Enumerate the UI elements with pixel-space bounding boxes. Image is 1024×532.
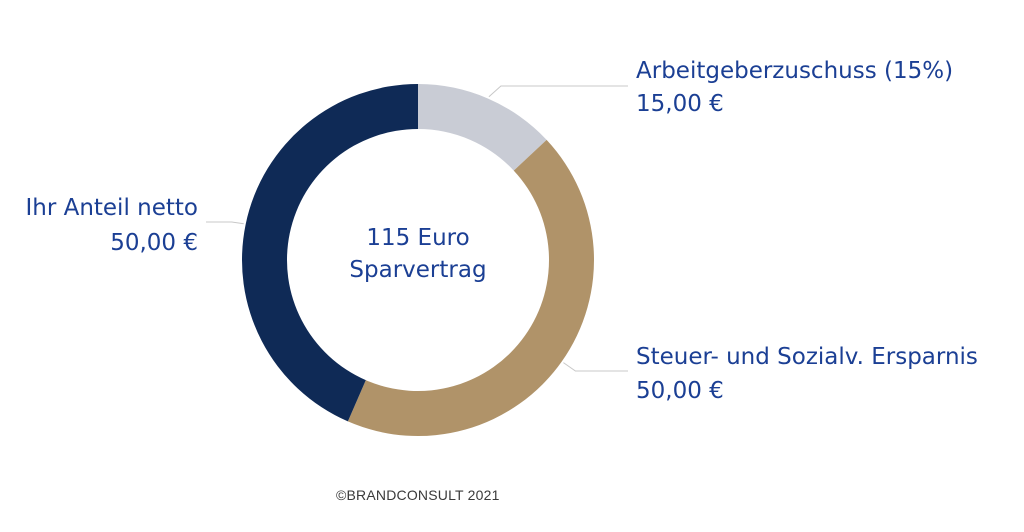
value-steuer-ersparnis: 50,00 € — [636, 378, 724, 404]
leader-line-2 — [206, 221, 244, 225]
leader-lines — [206, 85, 628, 372]
donut-slice-0 — [418, 84, 547, 171]
copyright-notice: ©BRANDCONSULT 2021 — [336, 487, 500, 503]
donut-slice-2 — [242, 84, 418, 422]
label-arbeitgeberzuschuss: Arbeitgeberzuschuss (15%) — [636, 58, 953, 84]
center-subtitle: Sparvertrag — [349, 257, 486, 283]
value-ihr-anteil: 50,00 € — [110, 230, 198, 256]
leader-line-0 — [488, 85, 628, 98]
center-title: 115 Euro — [366, 225, 469, 251]
donut-slice-1 — [347, 139, 594, 436]
leader-line-1 — [563, 362, 628, 372]
donut-slices — [242, 84, 594, 436]
label-steuer-ersparnis: Steuer- und Sozialv. Ersparnis — [636, 344, 978, 370]
label-ihr-anteil: Ihr Anteil netto — [25, 195, 198, 221]
value-arbeitgeberzuschuss: 15,00 € — [636, 91, 724, 117]
